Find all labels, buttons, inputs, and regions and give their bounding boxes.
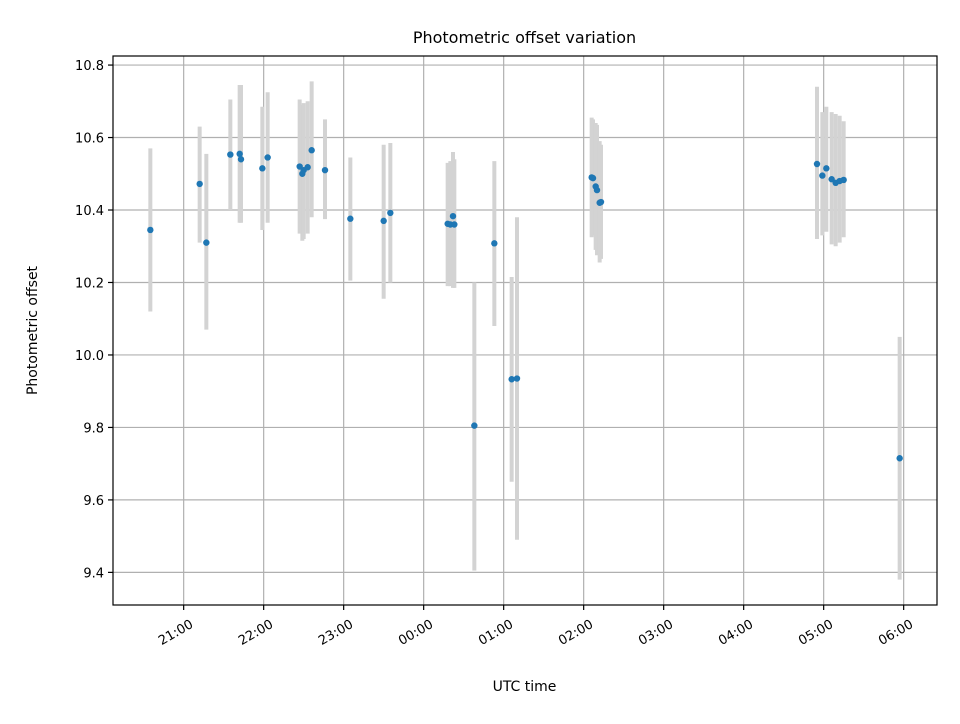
data-point xyxy=(819,172,826,179)
chart-title: Photometric offset variation xyxy=(413,28,636,47)
data-point xyxy=(196,180,203,188)
data-point xyxy=(321,166,329,174)
y-tick-label: 10.6 xyxy=(75,132,104,147)
data-point xyxy=(589,174,597,182)
y-tick-label: 9.6 xyxy=(83,494,104,509)
data-point xyxy=(264,154,271,161)
data-point xyxy=(451,221,458,228)
data-point xyxy=(896,455,903,462)
data-point xyxy=(449,212,457,220)
data-point xyxy=(259,165,266,172)
plot-background xyxy=(113,56,937,605)
data-point xyxy=(236,150,243,158)
plot-area xyxy=(112,55,938,606)
y-tick-label: 10.0 xyxy=(75,349,104,364)
y-tick-label: 10.8 xyxy=(75,59,104,74)
data-point xyxy=(813,160,821,168)
data-point xyxy=(471,422,478,429)
data-point xyxy=(237,156,245,163)
data-point xyxy=(380,217,387,225)
data-point xyxy=(147,226,154,234)
data-point xyxy=(513,375,521,382)
data-points xyxy=(147,147,903,462)
y-tick-label: 10.4 xyxy=(75,204,104,219)
data-point xyxy=(387,209,394,217)
data-point xyxy=(508,376,515,383)
data-point xyxy=(304,164,311,171)
data-point xyxy=(823,165,830,172)
data-point xyxy=(491,240,498,247)
data-point xyxy=(203,239,210,246)
data-point xyxy=(227,151,234,158)
y-axis-label: Photometric offset xyxy=(25,265,41,395)
y-axis: 9.4 9.6 9.8 10.0 10.2 10.4 10.6 10.8 xyxy=(75,59,113,581)
x-axis-label: UTC time xyxy=(493,679,557,695)
y-tick-label: 10.2 xyxy=(75,276,104,291)
y-tick-label: 9.4 xyxy=(83,566,104,581)
data-point xyxy=(593,186,601,194)
data-point xyxy=(840,176,847,184)
data-point xyxy=(347,215,354,222)
data-point xyxy=(597,198,605,206)
plot-frame xyxy=(112,55,938,606)
y-tick-label: 9.8 xyxy=(83,421,104,436)
data-point xyxy=(308,147,315,154)
